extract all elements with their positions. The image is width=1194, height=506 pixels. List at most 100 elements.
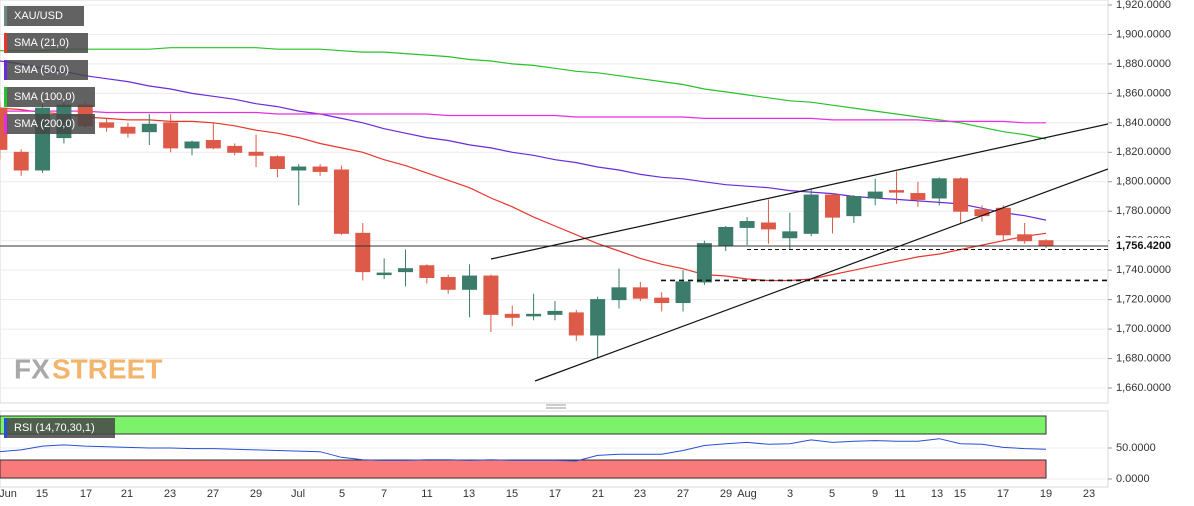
x-tick-label: 21 [592, 488, 604, 500]
x-tick-label: 29 [250, 488, 262, 500]
candle-body [205, 140, 221, 149]
rsi-label[interactable]: RSI (14,70,30,1) [14, 422, 95, 434]
rsi-oversold-band [0, 459, 1047, 479]
y-tick-label: 1,660.0000 [1116, 382, 1171, 394]
candle-body [547, 310, 563, 315]
x-tick-label: 5 [829, 488, 835, 500]
candle-body [825, 194, 840, 218]
trend-line [490, 123, 1108, 260]
legend-box[interactable] [4, 87, 95, 107]
rsi-label-swatch [4, 418, 7, 438]
candle-body [611, 287, 627, 301]
price-panel [0, 0, 1109, 404]
candle-body [504, 313, 520, 318]
y-tick-label: 1,680.0000 [1116, 352, 1171, 364]
legend-swatch [4, 33, 7, 53]
x-tick-label: 5 [339, 488, 345, 500]
candle-body [590, 299, 606, 336]
x-tick-label: Aug [737, 488, 757, 500]
legend-box[interactable] [4, 6, 84, 26]
candle-body [846, 196, 862, 217]
candle-body [462, 275, 478, 290]
y-tick-label: 1,840.0000 [1116, 117, 1171, 129]
candle-body [739, 221, 755, 228]
candle-body [526, 313, 542, 317]
y-tick-label: 1,700.0000 [1116, 323, 1171, 335]
x-tick-label: 15 [954, 488, 966, 500]
panel-handle[interactable] [546, 404, 566, 409]
legend-swatch [4, 60, 7, 80]
candle-body [483, 275, 499, 315]
watermark: FX [14, 353, 50, 384]
candle-body [568, 312, 584, 336]
candle-body [248, 151, 264, 156]
candle-body [1038, 240, 1054, 247]
candle-body [227, 145, 243, 153]
legend-label[interactable]: SMA (21,0) [14, 37, 69, 49]
candle-body [120, 126, 136, 134]
x-tick-label: 17 [997, 488, 1009, 500]
candle-body [953, 178, 969, 212]
legend-label[interactable]: SMA (50,0) [14, 64, 69, 76]
x-tick-label: 23 [634, 488, 646, 500]
y-tick-label: 1,860.0000 [1116, 87, 1171, 99]
candle-body [141, 123, 157, 133]
legend-box[interactable] [4, 114, 95, 134]
price-plot [0, 4, 1108, 389]
x-tick-label: 23 [164, 488, 176, 500]
candle-body [13, 151, 29, 171]
candle-body [99, 122, 115, 128]
x-tick-label: Jul [291, 488, 305, 500]
sma-line [0, 107, 1047, 282]
candle-body [974, 209, 990, 217]
y-tick-label: 1,800.0000 [1116, 176, 1171, 188]
x-tick-label: 17 [80, 488, 92, 500]
candle-body [632, 287, 648, 299]
x-tick-label: 17 [549, 488, 561, 500]
legend-box[interactable] [4, 60, 88, 80]
y-tick-label: 50.0000 [1116, 442, 1156, 454]
x-tick-label: 7 [381, 488, 387, 500]
sma-line [0, 110, 1046, 124]
x-tick-label: 13 [931, 488, 943, 500]
y-tick-label: 1,900.0000 [1116, 28, 1171, 40]
x-tick-label: 27 [677, 488, 689, 500]
candle-body [419, 265, 435, 279]
candle-body [654, 297, 670, 304]
trend-line [534, 168, 1108, 382]
x-tick-label: 29 [720, 488, 732, 500]
x-tick-label: 23 [1083, 488, 1095, 500]
candle-body [398, 268, 413, 273]
candle-body [376, 272, 392, 276]
candle-body [269, 156, 285, 170]
legend-box[interactable] [4, 33, 88, 53]
x-tick-label: 15 [506, 488, 518, 500]
x-tick-label: 15 [36, 488, 48, 500]
price-label-box [1110, 237, 1190, 254]
y-tick-label: 1,820.0000 [1116, 146, 1171, 158]
legend-label[interactable]: XAU/USD [14, 10, 63, 22]
x-tick-label: 27 [207, 488, 219, 500]
candle-body [782, 231, 798, 239]
rsi-overbought-band [0, 415, 1047, 435]
candle-body [931, 178, 947, 199]
rsi-label-box[interactable] [4, 418, 115, 438]
sma-line [0, 47, 1047, 140]
candle-body [803, 194, 819, 234]
candle-body [760, 222, 776, 230]
y-tick-label: 1,780.0000 [1116, 205, 1171, 217]
candle-body [675, 281, 691, 304]
legend-label[interactable]: SMA (100,0) [14, 91, 75, 103]
legend-label[interactable]: SMA (200,0) [14, 118, 75, 130]
x-tick-label: 11 [421, 488, 432, 500]
candle-body [184, 141, 200, 149]
x-tick-label: Jun [0, 488, 17, 500]
candle-body [355, 232, 371, 273]
x-tick-label: 3 [787, 488, 793, 500]
rsi-line [0, 438, 1047, 462]
candle-body [312, 166, 328, 172]
y-tick-label: 0.0000 [1116, 473, 1150, 485]
candle-body [163, 122, 179, 149]
candle-body [995, 207, 1011, 236]
